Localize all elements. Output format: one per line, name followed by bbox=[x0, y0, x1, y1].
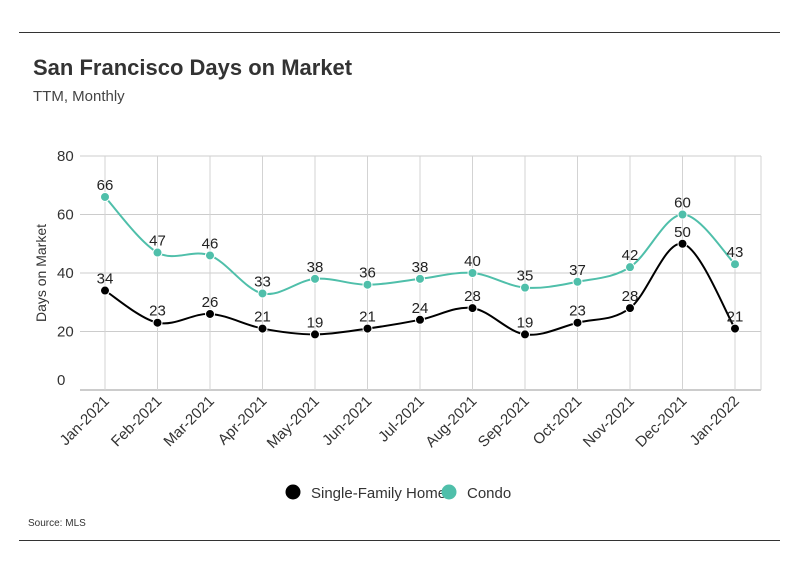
data-point-single-family-home bbox=[520, 329, 530, 340]
data-point-single-family-home bbox=[572, 317, 583, 328]
x-tick-label: Jan-2021 bbox=[57, 393, 113, 449]
legend-marker-condo bbox=[441, 484, 457, 500]
chart-subtitle: TTM, Monthly bbox=[33, 88, 125, 105]
data-label-condo: 35 bbox=[517, 268, 534, 285]
data-label-single-family-home: 23 bbox=[149, 303, 166, 320]
bottom-rule bbox=[19, 540, 780, 541]
data-label-single-family-home: 23 bbox=[569, 303, 586, 320]
data-point-single-family-home bbox=[152, 317, 163, 328]
x-tick-label: Jan-2022 bbox=[687, 393, 743, 449]
data-label-condo: 36 bbox=[359, 265, 376, 282]
x-tick-label: Nov-2021 bbox=[580, 393, 638, 451]
data-point-single-family-home bbox=[257, 323, 268, 334]
data-point-single-family-home bbox=[730, 323, 740, 334]
data-label-condo: 33 bbox=[254, 273, 271, 290]
x-tick-label: Mar-2021 bbox=[160, 393, 217, 450]
data-label-single-family-home: 34 bbox=[97, 271, 114, 288]
data-point-condo bbox=[152, 247, 163, 258]
legend-label-condo: Condo bbox=[467, 485, 511, 502]
data-point-condo bbox=[415, 273, 425, 284]
y-tick-label: 60 bbox=[57, 207, 74, 224]
data-point-single-family-home bbox=[362, 323, 373, 334]
data-label-single-family-home: 50 bbox=[674, 224, 691, 241]
data-point-condo bbox=[520, 282, 530, 293]
data-point-condo bbox=[100, 191, 110, 202]
x-tick-label: Dec-2021 bbox=[632, 393, 690, 451]
data-label-condo: 38 bbox=[307, 259, 324, 276]
data-point-single-family-home bbox=[205, 308, 215, 319]
data-point-condo bbox=[362, 279, 373, 290]
data-point-single-family-home bbox=[677, 238, 688, 249]
x-tick-label: Feb-2021 bbox=[108, 393, 165, 450]
legend-marker-single-family-home bbox=[285, 484, 301, 500]
data-label-condo: 42 bbox=[622, 247, 639, 264]
data-label-single-family-home: 28 bbox=[464, 288, 481, 305]
data-label-single-family-home: 19 bbox=[517, 314, 534, 331]
data-label-condo: 40 bbox=[464, 253, 481, 270]
x-tick-label: Apr-2021 bbox=[215, 393, 271, 449]
x-tick-label: Jun-2021 bbox=[319, 393, 375, 449]
data-point-condo bbox=[625, 262, 635, 273]
legend-label-single-family-home: Single-Family Home bbox=[311, 485, 446, 502]
data-label-condo: 46 bbox=[202, 235, 219, 252]
data-label-condo: 37 bbox=[569, 262, 586, 279]
y-tick-label: 0 bbox=[57, 372, 65, 389]
data-label-single-family-home: 24 bbox=[412, 300, 429, 317]
x-tick-label: Sep-2021 bbox=[475, 393, 533, 451]
data-label-single-family-home: 28 bbox=[622, 288, 639, 305]
x-tick-label: Aug-2021 bbox=[422, 393, 480, 451]
data-label-condo: 43 bbox=[727, 244, 744, 261]
data-label-condo: 60 bbox=[674, 195, 691, 212]
data-point-condo bbox=[310, 273, 320, 284]
y-axis-title: Days on Market bbox=[33, 224, 49, 322]
top-rule bbox=[19, 32, 780, 33]
data-point-condo bbox=[730, 259, 740, 270]
x-tick-label: Jul-2021 bbox=[375, 393, 428, 446]
data-point-single-family-home bbox=[467, 303, 478, 314]
data-point-condo bbox=[205, 250, 215, 261]
data-label-condo: 66 bbox=[97, 177, 114, 194]
data-point-condo bbox=[677, 209, 688, 220]
data-point-condo bbox=[572, 276, 583, 287]
data-label-single-family-home: 21 bbox=[254, 309, 271, 326]
data-point-condo bbox=[467, 268, 478, 278]
data-point-single-family-home bbox=[625, 303, 635, 314]
x-tick-label: Oct-2021 bbox=[530, 393, 586, 449]
data-label-single-family-home: 19 bbox=[307, 314, 324, 331]
data-point-single-family-home bbox=[310, 329, 320, 340]
x-tick-label: May-2021 bbox=[264, 393, 323, 452]
source-note: Source: MLS bbox=[28, 518, 86, 529]
data-label-condo: 47 bbox=[149, 233, 166, 250]
y-tick-label: 20 bbox=[57, 324, 74, 341]
data-point-condo bbox=[257, 288, 268, 299]
data-point-single-family-home bbox=[415, 314, 425, 325]
y-tick-label: 80 bbox=[57, 148, 74, 165]
data-label-single-family-home: 26 bbox=[202, 294, 219, 311]
data-label-condo: 38 bbox=[412, 259, 429, 276]
y-tick-label: 40 bbox=[57, 265, 74, 282]
data-label-single-family-home: 21 bbox=[359, 309, 376, 326]
data-label-single-family-home: 21 bbox=[727, 309, 744, 326]
chart-title: San Francisco Days on Market bbox=[33, 55, 353, 80]
data-point-single-family-home bbox=[100, 285, 110, 296]
